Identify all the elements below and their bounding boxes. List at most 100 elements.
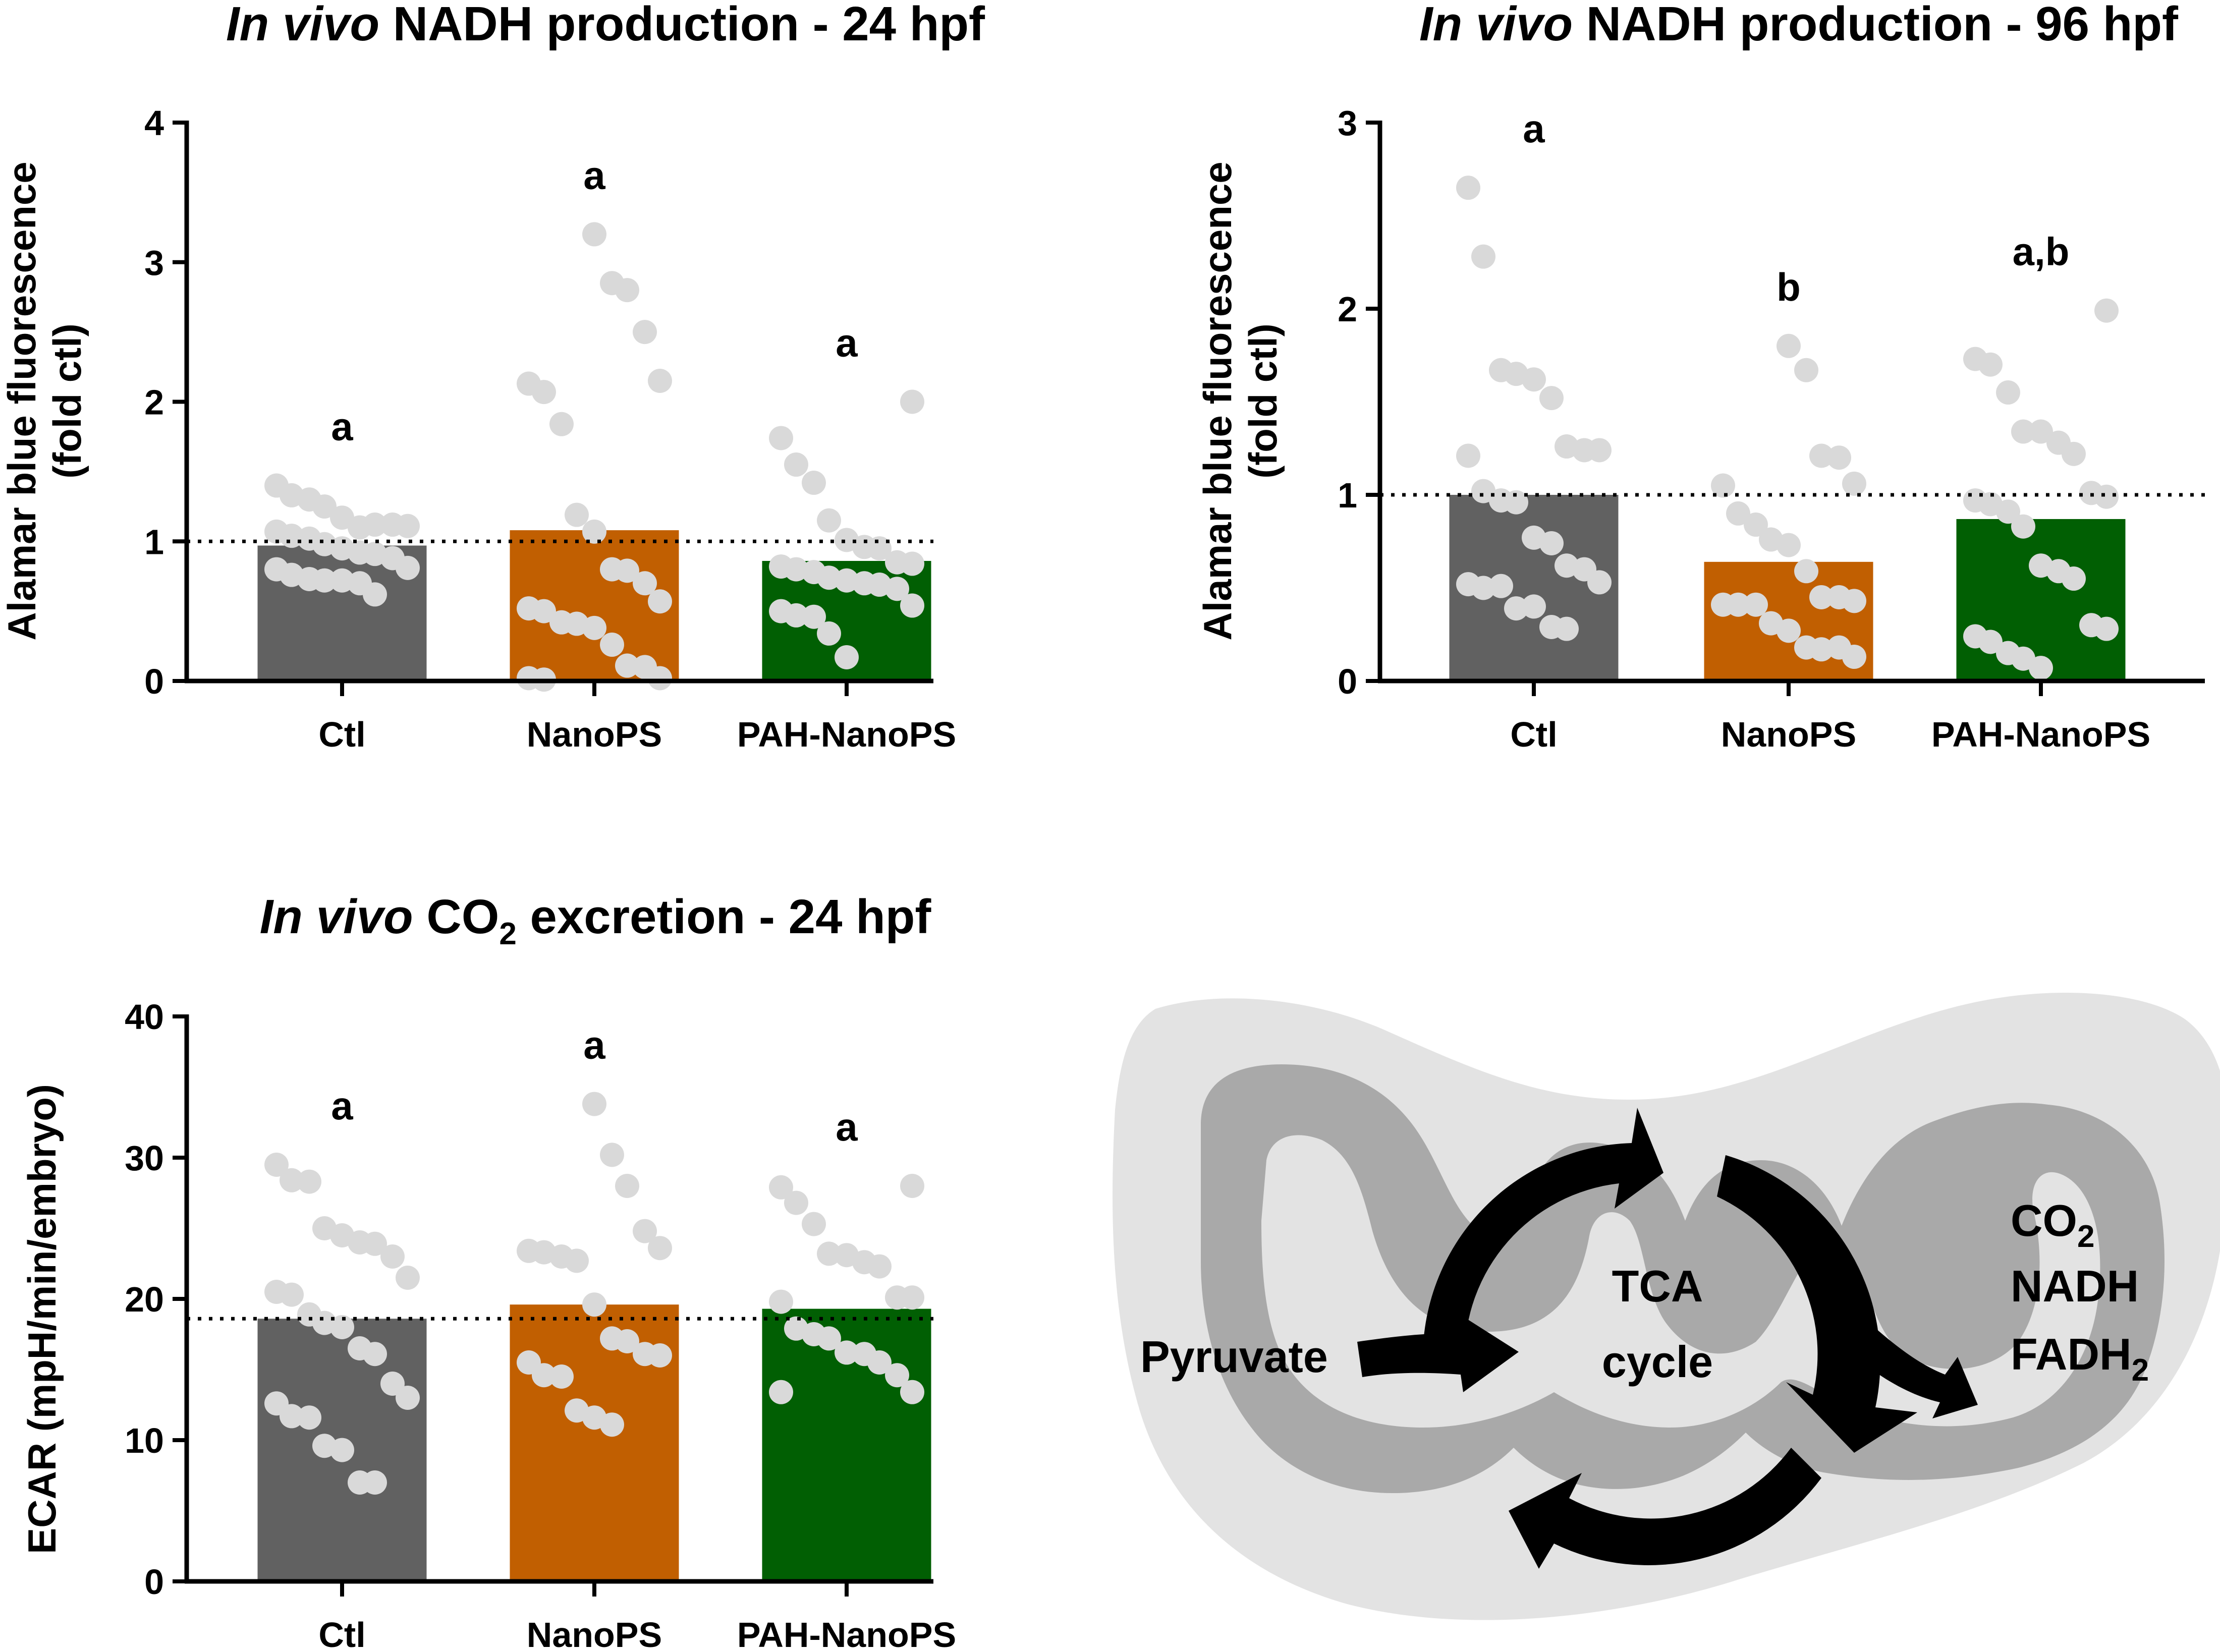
category-label: Ctl <box>318 1615 365 1652</box>
data-point <box>565 502 589 527</box>
data-point <box>1522 594 1546 619</box>
data-point <box>600 633 624 657</box>
data-point <box>817 1326 841 1351</box>
nadh-label: NADH <box>2011 1261 2139 1311</box>
data-point <box>600 1412 624 1437</box>
pyruvate-input-arrow <box>1357 1317 1519 1392</box>
data-point <box>532 380 556 405</box>
data-point <box>1489 574 1513 598</box>
data-point <box>1522 367 1546 392</box>
data-point <box>582 1092 606 1116</box>
y-axis-label-unit: (fold ctl) <box>45 323 89 479</box>
data-point <box>280 1404 304 1429</box>
data-point <box>900 389 924 414</box>
data-point <box>1809 585 1834 609</box>
data-point <box>769 1380 793 1404</box>
chart-panel-nadh-96hpf: In vivo NADH production - 96 hpf Alamar … <box>1195 0 2205 754</box>
data-point <box>2062 566 2086 591</box>
data-point <box>1978 352 2003 377</box>
y-tick-label: 0 <box>144 662 164 701</box>
data-point <box>330 505 354 530</box>
data-point <box>769 1175 793 1200</box>
data-point <box>280 1168 304 1192</box>
data-point <box>549 412 574 436</box>
data-point <box>600 1143 624 1167</box>
data-point <box>1996 380 2020 405</box>
data-point <box>1978 630 2003 654</box>
chart-title: In vivo CO2 excretion - 24 hpf <box>260 890 932 951</box>
data-point <box>582 1292 606 1317</box>
data-point <box>396 1386 420 1410</box>
category-label: NanoPS <box>1721 715 1856 754</box>
data-point <box>1504 596 1528 621</box>
chart-panel-co2-24hpf: In vivo CO2 excretion - 24 hpf ECAR (mpH… <box>20 890 956 1652</box>
data-point <box>633 1219 657 1243</box>
significance-label: a <box>331 405 353 449</box>
significance-label: a <box>583 1023 605 1067</box>
y-tick-label: 0 <box>1338 662 1357 701</box>
y-axis-label: ECAR (mpH/min/embryo) <box>20 1084 64 1554</box>
data-point <box>1539 386 1564 411</box>
data-point <box>565 1248 589 1273</box>
data-point <box>1726 592 1750 617</box>
data-point <box>648 1343 672 1368</box>
pyruvate-label: Pyruvate <box>1140 1332 1328 1382</box>
data-point <box>2011 514 2035 539</box>
data-point <box>1777 618 1801 643</box>
data-point <box>1711 473 1735 498</box>
category-label: Ctl <box>1510 715 1557 754</box>
data-point <box>1587 570 1612 595</box>
tca-cycle-arrow-top <box>1422 1108 1663 1364</box>
chart-title: In vivo NADH production - 96 hpf <box>1419 0 2179 51</box>
data-point <box>1744 512 1768 537</box>
data-point <box>380 1372 405 1396</box>
y-tick-label: 2 <box>1338 290 1357 329</box>
data-point <box>363 1342 387 1366</box>
data-point <box>2029 656 2053 680</box>
data-point <box>532 599 556 623</box>
data-point <box>648 368 672 393</box>
data-point <box>1996 499 2020 524</box>
y-axis-label: Alamar blue fluorescence <box>1195 161 1240 640</box>
fadh2-label: FADH2 <box>2011 1329 2149 1388</box>
tca-cycle-arrow-bottom <box>1509 1448 1821 1569</box>
data-point <box>648 1236 672 1261</box>
data-point <box>2062 441 2086 466</box>
data-point <box>900 1380 924 1404</box>
data-point <box>784 1190 808 1215</box>
tca-label-line1: TCA <box>1612 1261 1703 1311</box>
category-label: NanoPS <box>527 715 662 754</box>
data-point <box>280 1282 304 1307</box>
data-point <box>363 512 387 537</box>
data-point <box>582 519 606 544</box>
data-point <box>1809 637 1834 662</box>
y-tick-label: 30 <box>125 1138 164 1178</box>
data-point <box>802 604 826 629</box>
data-point <box>2029 419 2053 444</box>
data-point <box>1471 244 1495 269</box>
data-point <box>1842 589 1866 613</box>
data-point <box>396 514 420 538</box>
y-tick-label: 3 <box>144 243 164 282</box>
y-tick-label: 20 <box>125 1280 164 1319</box>
significance-label: b <box>1777 265 1801 309</box>
data-point <box>769 1289 793 1314</box>
significance-label: a,b <box>2013 230 2070 274</box>
data-point <box>784 603 808 628</box>
tca-cycle-diagram: Pyruvate TCA cycle CO2 NADH FADH2 <box>1113 992 2220 1620</box>
data-point <box>2011 419 2035 444</box>
data-point <box>615 558 639 583</box>
data-point <box>396 555 420 580</box>
data-point <box>1842 645 1866 669</box>
significance-label: a <box>1523 106 1545 151</box>
data-point <box>615 1174 639 1198</box>
data-point <box>1827 445 1851 470</box>
data-point <box>363 1231 387 1256</box>
data-point <box>312 568 337 593</box>
y-tick-label: 0 <box>144 1562 164 1602</box>
data-point <box>900 551 924 576</box>
data-point <box>363 582 387 607</box>
data-point <box>1777 333 1801 358</box>
